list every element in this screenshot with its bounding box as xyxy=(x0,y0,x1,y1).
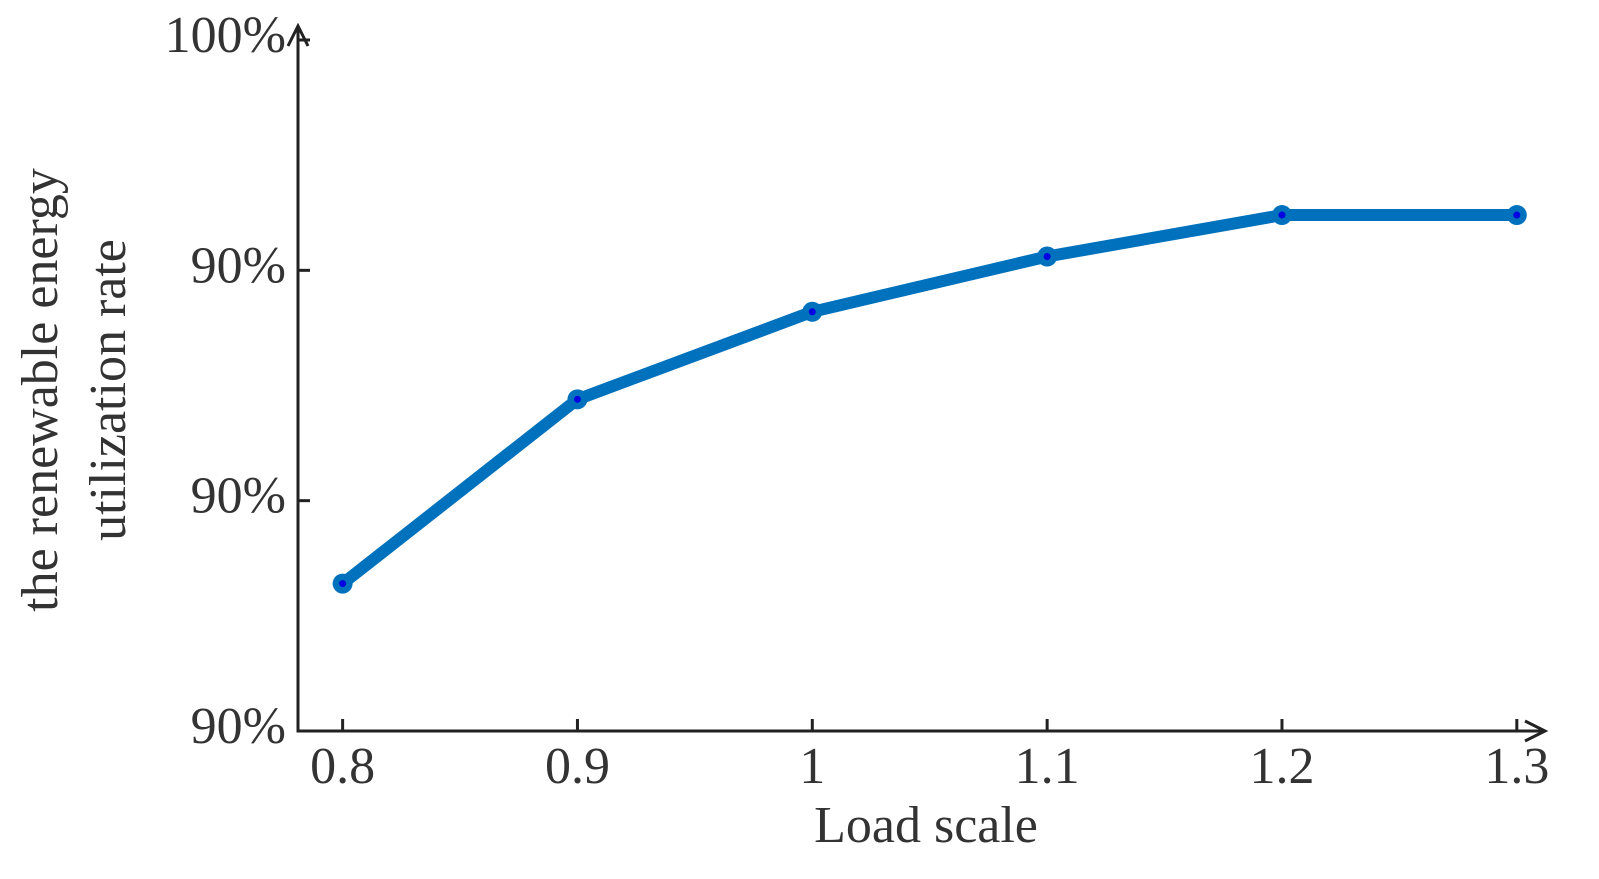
marker-inner xyxy=(1043,253,1051,261)
x-tick-label: 1 xyxy=(799,738,825,795)
data-point xyxy=(1506,205,1527,226)
y-tick-label: 90% xyxy=(191,237,286,294)
y-axis-label: the renewable energy utilization rate xyxy=(12,168,137,612)
marker-inner xyxy=(1513,211,1521,219)
axes xyxy=(296,28,1545,733)
x-tick-label: 1.3 xyxy=(1484,738,1549,795)
y-tick-label: 90% xyxy=(191,698,286,755)
y-axis-label-line: the renewable energy xyxy=(12,168,69,612)
x-tick-label: 0.8 xyxy=(310,738,375,795)
y-tick-label: 100% xyxy=(165,7,286,64)
x-tick-label: 0.9 xyxy=(545,738,610,795)
data-point xyxy=(1037,246,1058,267)
marker-inner xyxy=(808,308,816,316)
data-point xyxy=(1271,205,1292,226)
y-tick-label: 90% xyxy=(191,468,286,525)
x-axis-label: Load scale xyxy=(814,797,1038,854)
marker-inner xyxy=(573,395,581,403)
data-point xyxy=(567,389,588,410)
marker-inner xyxy=(1278,211,1286,219)
x-axis-arrow xyxy=(1524,719,1549,743)
y-axis-label-line: utilization rate xyxy=(80,239,137,541)
data-line xyxy=(338,209,1517,589)
x-tick-label: 1.1 xyxy=(1015,738,1080,795)
data-point xyxy=(802,301,823,322)
marker-inner xyxy=(339,580,347,588)
x-tick-label: 1.2 xyxy=(1249,738,1314,795)
data-point xyxy=(332,573,353,594)
